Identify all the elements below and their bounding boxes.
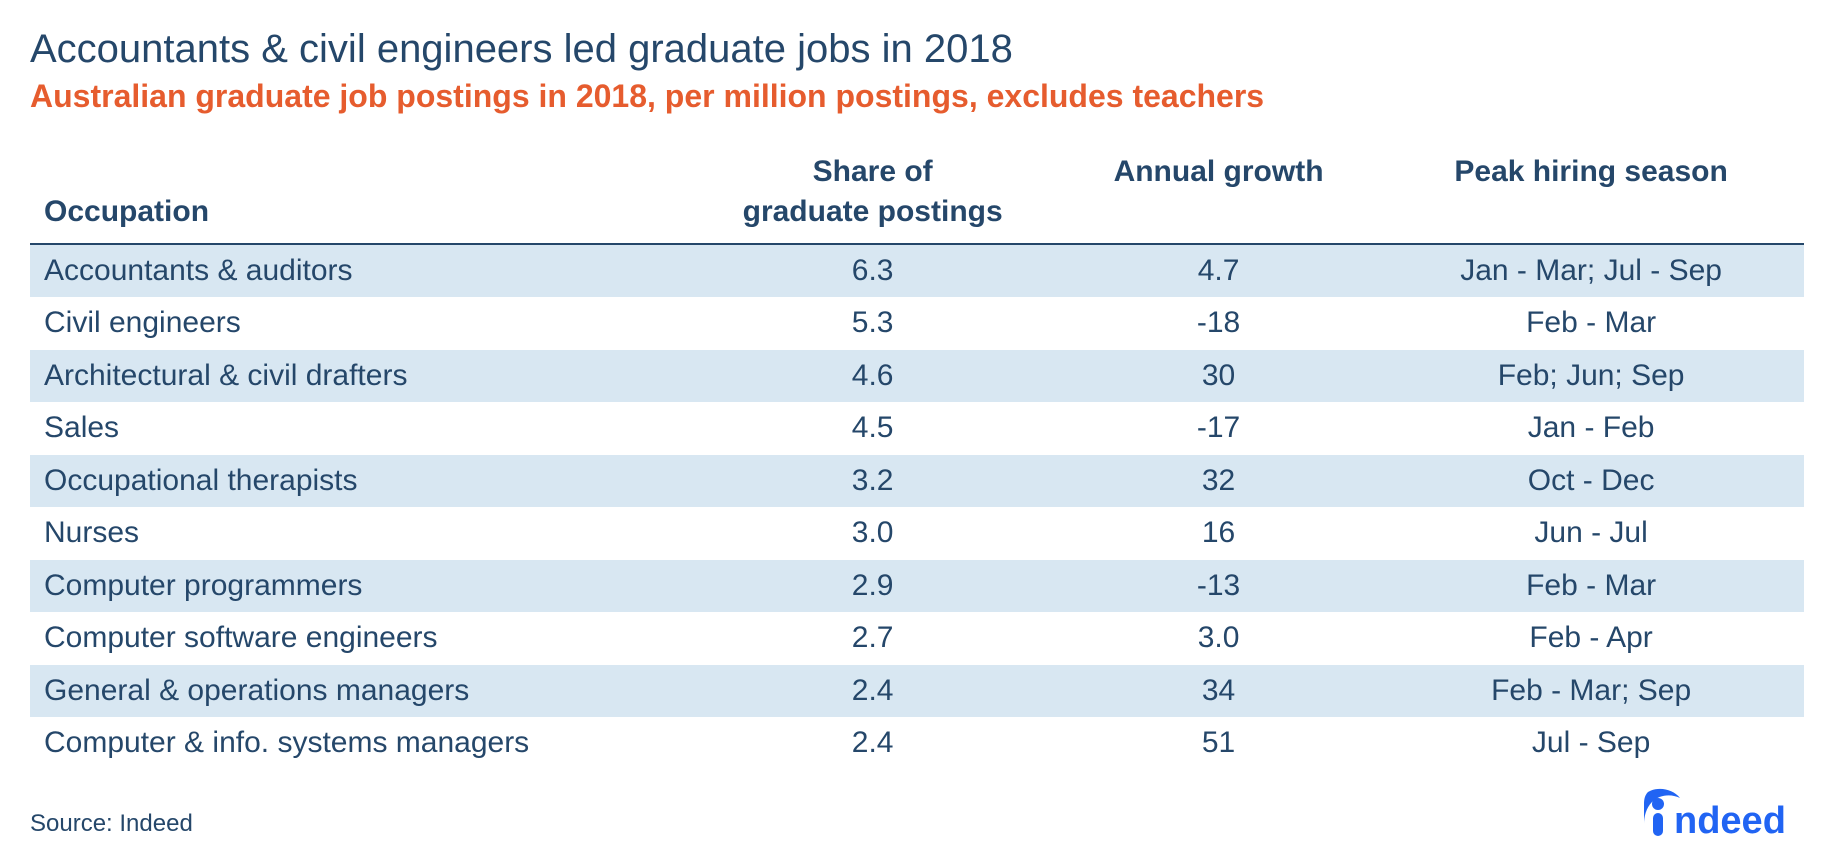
cell-share: 5.3 — [686, 297, 1059, 350]
source-text: Source: Indeed — [30, 810, 193, 838]
cell-growth: -17 — [1059, 402, 1378, 455]
cell-growth: -18 — [1059, 297, 1378, 350]
cell-peak: Jan - Mar; Jul - Sep — [1378, 244, 1804, 298]
cell-share: 4.5 — [686, 402, 1059, 455]
col-header-occupation: Occupation — [30, 146, 686, 244]
cell-growth: 34 — [1059, 665, 1378, 718]
cell-growth: 3.0 — [1059, 612, 1378, 665]
table-row: Civil engineers5.3-18Feb - Mar — [30, 297, 1804, 350]
table-row: Computer programmers2.9-13Feb - Mar — [30, 560, 1804, 613]
col-header-peak: Peak hiring season — [1378, 146, 1804, 244]
cell-occupation: General & operations managers — [30, 665, 686, 718]
table-header-row: OccupationShare ofgraduate postingsAnnua… — [30, 146, 1804, 244]
cell-growth: 32 — [1059, 455, 1378, 508]
data-table: OccupationShare ofgraduate postingsAnnua… — [30, 146, 1804, 770]
cell-occupation: Sales — [30, 402, 686, 455]
cell-growth: 51 — [1059, 717, 1378, 770]
cell-share: 2.4 — [686, 717, 1059, 770]
cell-growth: 30 — [1059, 350, 1378, 403]
chart-subtitle: Australian graduate job postings in 2018… — [30, 76, 1804, 118]
cell-peak: Jan - Feb — [1378, 402, 1804, 455]
cell-peak: Feb - Apr — [1378, 612, 1804, 665]
table-row: Sales4.5-17Jan - Feb — [30, 402, 1804, 455]
table-row: Computer software engineers2.73.0Feb - A… — [30, 612, 1804, 665]
cell-peak: Feb - Mar; Sep — [1378, 665, 1804, 718]
table-body: Accountants & auditors6.34.7Jan - Mar; J… — [30, 244, 1804, 770]
cell-share: 4.6 — [686, 350, 1059, 403]
col-header-share: Share ofgraduate postings — [686, 146, 1059, 244]
svg-text:ndeed: ndeed — [1674, 800, 1786, 838]
cell-occupation: Computer programmers — [30, 560, 686, 613]
cell-occupation: Nurses — [30, 507, 686, 560]
cell-occupation: Architectural & civil drafters — [30, 350, 686, 403]
cell-growth: 4.7 — [1059, 244, 1378, 298]
cell-occupation: Civil engineers — [30, 297, 686, 350]
cell-growth: 16 — [1059, 507, 1378, 560]
cell-peak: Feb; Jun; Sep — [1378, 350, 1804, 403]
cell-peak: Jun - Jul — [1378, 507, 1804, 560]
cell-occupation: Accountants & auditors — [30, 244, 686, 298]
cell-occupation: Computer & info. systems managers — [30, 717, 686, 770]
cell-peak: Jul - Sep — [1378, 717, 1804, 770]
table-row: Architectural & civil drafters4.630Feb; … — [30, 350, 1804, 403]
cell-peak: Feb - Mar — [1378, 560, 1804, 613]
cell-share: 2.9 — [686, 560, 1059, 613]
cell-share: 3.0 — [686, 507, 1059, 560]
cell-growth: -13 — [1059, 560, 1378, 613]
indeed-logo: ndeed — [1634, 788, 1804, 838]
table-row: Nurses3.016Jun - Jul — [30, 507, 1804, 560]
cell-share: 2.7 — [686, 612, 1059, 665]
cell-share: 3.2 — [686, 455, 1059, 508]
col-header-growth: Annual growth — [1059, 146, 1378, 244]
cell-peak: Oct - Dec — [1378, 455, 1804, 508]
table-row: General & operations managers2.434Feb - … — [30, 665, 1804, 718]
cell-share: 2.4 — [686, 665, 1059, 718]
table-row: Accountants & auditors6.34.7Jan - Mar; J… — [30, 244, 1804, 298]
cell-share: 6.3 — [686, 244, 1059, 298]
cell-peak: Feb - Mar — [1378, 297, 1804, 350]
cell-occupation: Computer software engineers — [30, 612, 686, 665]
table-row: Computer & info. systems managers2.451Ju… — [30, 717, 1804, 770]
cell-occupation: Occupational therapists — [30, 455, 686, 508]
chart-title: Accountants & civil engineers led gradua… — [30, 24, 1804, 74]
table-row: Occupational therapists3.232Oct - Dec — [30, 455, 1804, 508]
